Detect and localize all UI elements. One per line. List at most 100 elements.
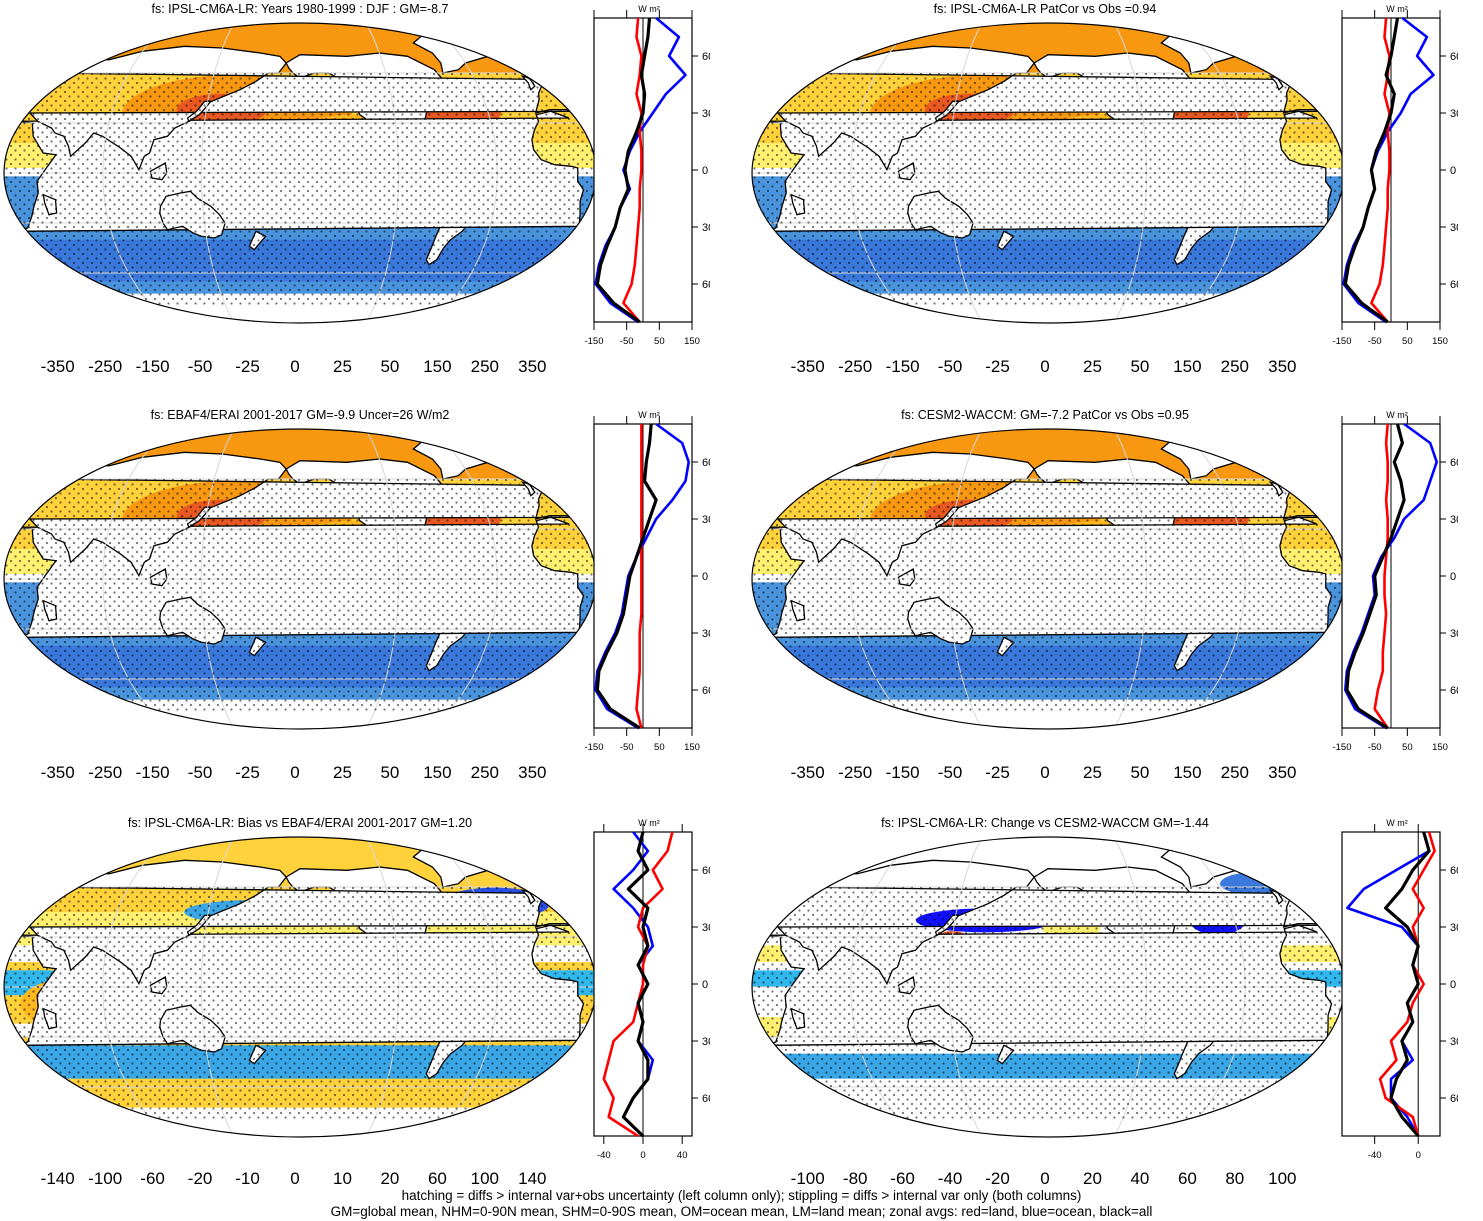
colorbar: -350 -250 -150 -50 -25 0 25 50 150 250 350 — [41, 357, 547, 376]
map-panel — [3, 836, 597, 1138]
stippling-layer — [4, 73, 596, 307]
y-tick-label: 60S — [702, 685, 710, 697]
x-tick-label: -50 — [1368, 742, 1382, 753]
y-tick-label: 30N — [702, 108, 710, 120]
colorbar-tick-label: -20 — [985, 1169, 1010, 1188]
x-tick-label: -50 — [1368, 336, 1382, 347]
footer-line-1: hatching = diffs > internal var+obs unce… — [401, 1188, 1082, 1203]
field-layer — [752, 837, 1344, 1137]
colorbar-tick-label: 250 — [1221, 357, 1249, 376]
colorbar-tick-label: 0 — [290, 763, 299, 782]
y-tick-label: 0 — [1450, 165, 1456, 177]
zonal-average-panel: W m² -40 0 60N 30N 0 30S 60S — [1341, 818, 1458, 1161]
land-zonal-line — [1373, 423, 1389, 729]
x-tick-label: 50 — [1402, 742, 1413, 753]
units-label: W m² — [638, 818, 660, 828]
colorbar-tick-label: 60 — [428, 1169, 447, 1188]
x-tick-label: 50 — [654, 742, 665, 753]
colorbar-tick-label: 150 — [423, 763, 451, 782]
colorbar-tick-label: -140 — [41, 1169, 75, 1188]
colorbar-tick-label: -25 — [985, 357, 1010, 376]
colorbar-tick-label: -50 — [188, 763, 213, 782]
colorbar-tick-label: 10 — [333, 1169, 352, 1188]
map-panel — [751, 428, 1345, 730]
colorbar-tick-label: -10 — [235, 1169, 260, 1188]
colorbar-tick-label: 25 — [333, 357, 352, 376]
colorbar-tick-label: 350 — [1268, 763, 1296, 782]
y-tick-label: 30N — [702, 922, 710, 934]
colorbar-tick-label: 50 — [380, 357, 399, 376]
panel-title: fs: IPSL-CM6A-LR: Bias vs EBAF4/ERAI 200… — [127, 816, 473, 830]
colorbar: -350 -250 -150 -50 -25 0 25 50 150 250 350 — [791, 763, 1297, 782]
colorbar-tick-label: 150 — [1173, 763, 1201, 782]
y-tick-label: 60S — [1450, 279, 1458, 291]
y-tick-label: 0 — [1450, 979, 1456, 991]
y-tick-label: 30N — [702, 514, 710, 526]
panel-title: fs: CESM2-WACCM: GM=-7.2 PatCor vs Obs =… — [901, 408, 1189, 422]
all-zonal-line — [1384, 831, 1431, 1138]
zonal-average-panel: W m² -150 -50 50 150 60N 30N 0 30S 60S — [1332, 410, 1458, 753]
colorbar-tick-label: 0 — [1040, 357, 1049, 376]
colorbar-tick-label: 100 — [471, 1169, 499, 1188]
y-tick-label: 30N — [1450, 108, 1458, 120]
colorbar-tick-label: 40 — [1130, 1169, 1149, 1188]
x-tick-label: 50 — [1402, 336, 1413, 347]
y-tick-label: 30S — [1450, 1036, 1458, 1048]
y-tick-label: 0 — [702, 571, 708, 583]
stippling-layer — [752, 479, 1344, 713]
colorbar-tick-label: 0 — [290, 357, 299, 376]
all-zonal-line — [1343, 17, 1400, 324]
colorbar-tick-label: -25 — [235, 763, 260, 782]
colorbar-tick-label: -50 — [938, 763, 963, 782]
colorbar-tick-label: -50 — [938, 357, 963, 376]
colorbar-tick-label: -60 — [140, 1169, 165, 1188]
colorbar: -350 -250 -150 -50 -25 0 25 50 150 250 350 — [791, 357, 1297, 376]
x-tick-label: 40 — [677, 1150, 688, 1161]
colorbar-tick-label: 350 — [518, 357, 546, 376]
units-label: W m² — [1386, 410, 1408, 420]
colorbar-tick-label: 250 — [471, 357, 499, 376]
footer-caption: hatching = diffs > internal var+obs unce… — [0, 1188, 1483, 1220]
colorbar-tick-label: 0 — [290, 1169, 299, 1188]
colorbar-tick-label: 25 — [333, 763, 352, 782]
units-label: W m² — [638, 4, 660, 14]
colorbar-tick-label: -25 — [235, 357, 260, 376]
stippling-layer — [752, 887, 1344, 1121]
x-tick-label: -40 — [597, 1150, 611, 1161]
zonal-average-panel: W m² -150 -50 50 150 60N 30N 0 30S 60S — [1332, 4, 1458, 347]
all-zonal-line — [595, 423, 658, 730]
colorbar-tick-label: 140 — [518, 1169, 546, 1188]
x-tick-label: 150 — [684, 336, 700, 347]
field-layer — [752, 23, 1344, 323]
land-zonal-line — [635, 424, 643, 729]
colorbar-tick-label: 350 — [518, 763, 546, 782]
zonal-average-panel: W m² -150 -50 50 150 60N 30N 0 30S 60S — [584, 4, 710, 347]
y-tick-label: 30S — [1450, 628, 1458, 640]
colorbar-tick-label: -350 — [41, 357, 75, 376]
colorbar-tick-label: 150 — [1173, 357, 1201, 376]
panel-title: fs: IPSL-CM6A-LR PatCor vs Obs =0.94 — [933, 2, 1157, 16]
y-tick-label: 60S — [1450, 1093, 1458, 1105]
colorbar-tick-label: -80 — [843, 1169, 868, 1188]
colorbar: -100 -80 -60 -40 -20 0 20 40 60 80 100 — [791, 1169, 1297, 1188]
y-tick-label: 60N — [1450, 865, 1458, 877]
colorbar-tick-label: -250 — [838, 357, 872, 376]
map-panel — [3, 22, 597, 324]
colorbar-tick-label: 0 — [1040, 763, 1049, 782]
all-zonal-line — [595, 17, 652, 324]
land-zonal-line — [1378, 831, 1436, 1137]
colorbar-tick-label: -250 — [88, 763, 122, 782]
panel-title: fs: EBAF4/ERAI 2001-2017 GM=-9.9 Uncer=2… — [150, 408, 450, 422]
colorbar-tick-label: -350 — [791, 357, 825, 376]
colorbar-tick-label: 100 — [1268, 1169, 1296, 1188]
colorbar: -350 -250 -150 -50 -25 0 25 50 150 250 350 — [41, 763, 547, 782]
zonal-average-panel: W m² -150 -50 50 150 60N 30N 0 30S 60S — [584, 410, 710, 753]
panel-title: fs: IPSL-CM6A-LR: Years 1980-1999 : DJF … — [151, 2, 449, 16]
colorbar-tick-label: -20 — [188, 1169, 213, 1188]
x-tick-label: -150 — [584, 742, 603, 753]
x-tick-label: 150 — [1432, 742, 1448, 753]
field-layer — [4, 429, 596, 729]
y-tick-label: 60N — [1450, 457, 1458, 469]
map-panel — [3, 428, 597, 730]
y-tick-label: 30N — [1450, 922, 1458, 934]
